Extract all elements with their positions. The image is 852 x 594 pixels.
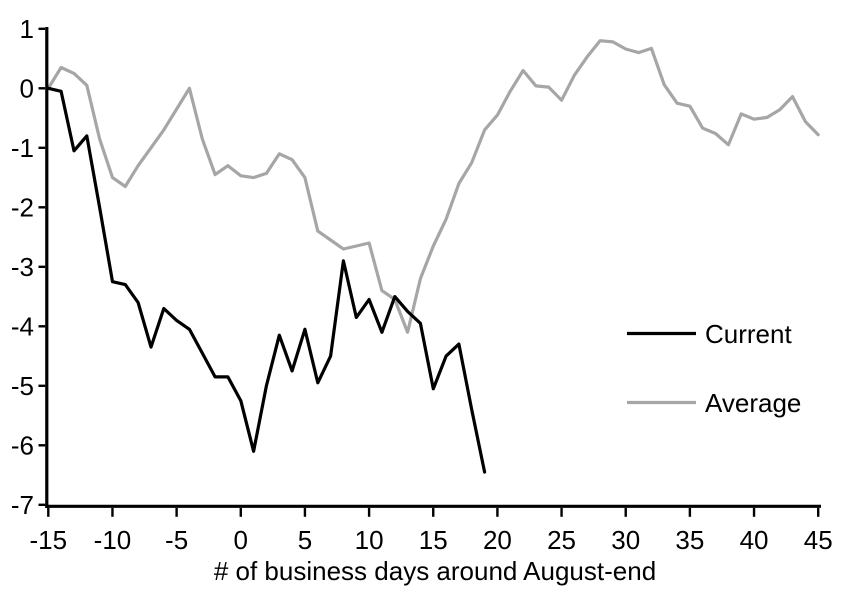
x-tick-label: 10 (355, 525, 384, 555)
y-tick-label: -6 (11, 430, 34, 460)
series-line-average (46, 39, 820, 334)
y-tick-label: -2 (11, 192, 34, 222)
y-tick-label: -3 (11, 252, 34, 282)
y-tick-label: -5 (11, 371, 34, 401)
x-tick-label: -5 (165, 525, 188, 555)
legend-label-current: Current (705, 319, 792, 349)
legend-label-average: Average (705, 388, 801, 418)
x-tick-label: 0 (234, 525, 248, 555)
legend: Current Average (627, 319, 801, 418)
x-tick-label: -10 (94, 525, 132, 555)
x-tick-label: -15 (30, 525, 68, 555)
x-tick-label: 30 (611, 525, 640, 555)
x-tick-label: 20 (483, 525, 512, 555)
series-line-current (46, 86, 487, 474)
y-tick-label: -1 (11, 133, 34, 163)
x-tick-label: 15 (419, 525, 448, 555)
x-axis-tick-labels: -15 -10 -5 0 5 10 15 20 25 30 35 40 45 (30, 525, 833, 555)
x-tick-label: 5 (298, 525, 312, 555)
x-tick-label: 40 (740, 525, 769, 555)
y-axis-ticks (38, 27, 46, 506)
x-axis-ticks (47, 507, 820, 517)
axes (45, 27, 821, 508)
x-tick-label: 45 (804, 525, 833, 555)
series-lines (46, 39, 820, 474)
y-axis-tick-labels: 1 0 -1 -2 -3 -4 -5 -6 -7 (11, 14, 34, 520)
y-tick-label: 1 (20, 14, 34, 44)
y-tick-label: -7 (11, 490, 34, 520)
x-tick-label: 25 (547, 525, 576, 555)
x-axis-title: # of business days around August-end (214, 556, 656, 586)
y-tick-label: -4 (11, 311, 34, 341)
x-tick-label: 35 (675, 525, 704, 555)
y-tick-label: 0 (20, 73, 34, 103)
